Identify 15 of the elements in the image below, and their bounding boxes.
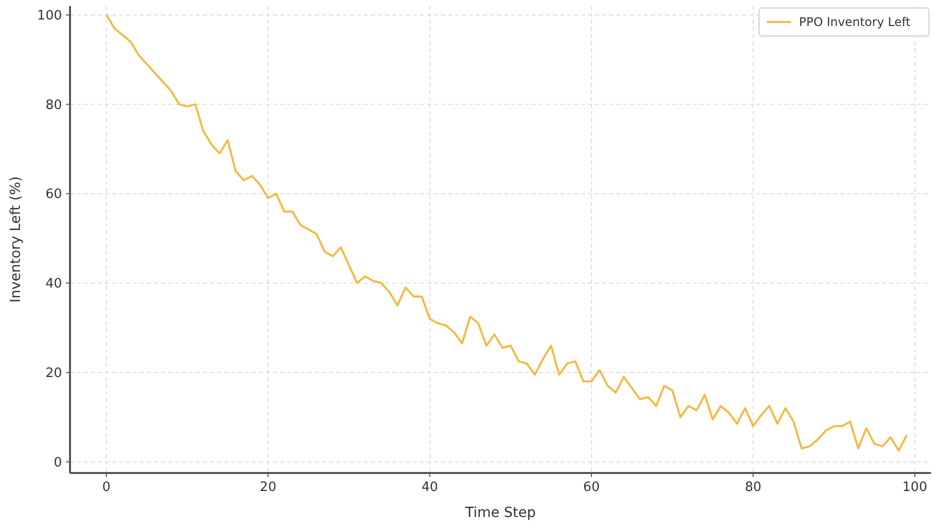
- y-tick-label: 60: [45, 187, 62, 202]
- x-tick-label: 100: [902, 480, 928, 495]
- x-tick-label: 60: [583, 480, 600, 495]
- x-tick-label: 80: [744, 480, 762, 495]
- y-axis-title: Inventory Left (%): [8, 176, 24, 303]
- y-tick-label: 100: [37, 8, 62, 24]
- x-tick-label: 20: [260, 480, 276, 495]
- y-tick-label: 80: [45, 98, 62, 113]
- y-tick-label: 20: [45, 366, 62, 381]
- legend-label: PPO Inventory Left: [799, 15, 911, 29]
- x-axis-title: Time Step: [464, 505, 536, 521]
- x-tick-label: 0: [102, 480, 111, 495]
- x-tick-label: 40: [421, 480, 438, 495]
- y-tick-label: 40: [45, 276, 62, 292]
- y-tick-label: 0: [54, 455, 62, 470]
